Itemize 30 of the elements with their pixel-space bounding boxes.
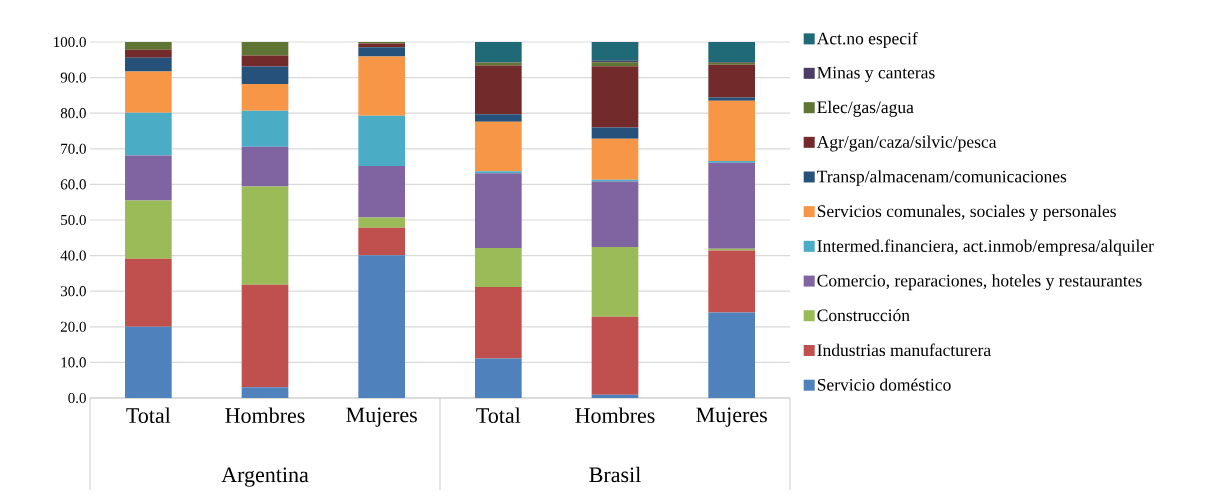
legend-label: Comercio, reparaciones, hoteles y restaurantes [817, 274, 1142, 291]
legend-label: Industrias manufacturera [817, 343, 991, 357]
legend-label: Minas y canteras [817, 66, 935, 83]
legend-label: Transp/almacenam/comunicaciones [817, 170, 1067, 187]
legend-label: Servicios comunales, sociales y personales [817, 204, 1116, 221]
x-tick-label: Total [126, 407, 171, 423]
legend-label: Intermed.financiera, act.inmob/empresa/alquiler [817, 239, 1154, 256]
x-tick-label: Hombres [225, 407, 305, 423]
text: Argentina [221, 467, 309, 487]
x-tick-label: Mujeres [696, 407, 767, 427]
y-tick-label: 80.0 [60, 108, 86, 119]
y-tick-label: 40.0 [60, 250, 86, 261]
legend-label: Servicio doméstico [817, 378, 951, 391]
y-tick-label: 60.0 [60, 179, 86, 190]
legend-label: Elec/gas/agua [817, 100, 914, 117]
legend-label: Agr/gan/caza/silvic/pesca [816, 135, 997, 152]
text: Brasil [589, 466, 641, 483]
y-tick-label: 50.0 [61, 214, 86, 226]
x-tick-label: Hombres [575, 407, 655, 423]
y-tick-label: 90.0 [60, 72, 86, 83]
y-tick-label: 20.0 [60, 321, 86, 332]
legend-label: Construcción [817, 308, 910, 322]
y-tick-label: 100.0 [54, 36, 86, 48]
y-tick-label: 70.0 [61, 143, 86, 154]
y-tick-label: 0.0 [68, 392, 86, 404]
x-tick-label: Mujeres [346, 407, 417, 427]
x-tick-label: Total [476, 407, 521, 423]
legend-label: Act.no especif [816, 31, 918, 49]
y-tick-label: 30.0 [60, 286, 86, 297]
y-tick-label: 10.0 [61, 357, 86, 368]
